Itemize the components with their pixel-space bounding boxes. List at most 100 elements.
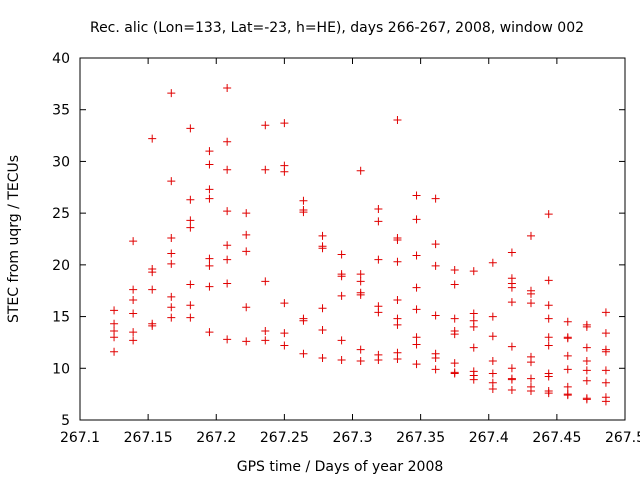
data-point bbox=[167, 292, 176, 301]
data-point bbox=[393, 116, 402, 125]
data-point bbox=[544, 372, 553, 381]
data-point bbox=[450, 280, 459, 289]
x-tick-label: 267.2 bbox=[196, 430, 236, 446]
data-point bbox=[167, 303, 176, 312]
data-points bbox=[110, 83, 610, 406]
data-point bbox=[186, 280, 195, 289]
data-point bbox=[563, 334, 572, 343]
data-point bbox=[205, 194, 214, 203]
data-point bbox=[544, 314, 553, 323]
data-point bbox=[337, 336, 346, 345]
data-point bbox=[129, 237, 138, 246]
data-point bbox=[450, 359, 459, 368]
data-point bbox=[167, 259, 176, 268]
y-tick-label: 5 bbox=[61, 413, 70, 429]
data-point bbox=[280, 329, 289, 338]
data-point bbox=[205, 282, 214, 291]
data-point bbox=[431, 311, 440, 320]
data-point bbox=[488, 369, 497, 378]
data-point bbox=[318, 304, 327, 313]
data-point bbox=[563, 391, 572, 400]
data-point bbox=[280, 119, 289, 128]
data-point bbox=[582, 357, 591, 366]
data-point bbox=[129, 296, 138, 305]
data-point bbox=[507, 386, 516, 395]
data-point bbox=[544, 333, 553, 342]
data-point bbox=[601, 397, 610, 406]
data-point bbox=[205, 261, 214, 270]
data-point bbox=[337, 272, 346, 281]
y-tick-label: 40 bbox=[52, 51, 70, 67]
data-point bbox=[374, 217, 383, 226]
data-point bbox=[374, 356, 383, 365]
data-point bbox=[186, 195, 195, 204]
data-point bbox=[129, 336, 138, 345]
data-point bbox=[148, 321, 157, 330]
data-point bbox=[450, 330, 459, 339]
data-point bbox=[167, 249, 176, 258]
data-point bbox=[374, 255, 383, 264]
data-point bbox=[223, 137, 232, 146]
data-point bbox=[242, 209, 251, 218]
data-point bbox=[318, 326, 327, 335]
data-point bbox=[223, 83, 232, 92]
data-point bbox=[526, 374, 535, 383]
data-point bbox=[186, 301, 195, 310]
data-point bbox=[242, 337, 251, 346]
data-point bbox=[526, 387, 535, 396]
data-point bbox=[488, 312, 497, 321]
data-point bbox=[582, 343, 591, 352]
data-point bbox=[582, 376, 591, 385]
data-point bbox=[563, 382, 572, 391]
data-point bbox=[186, 124, 195, 133]
data-point bbox=[544, 276, 553, 285]
data-point bbox=[601, 378, 610, 387]
data-point bbox=[318, 353, 327, 362]
data-point bbox=[450, 314, 459, 323]
data-point bbox=[601, 308, 610, 317]
data-point bbox=[242, 303, 251, 312]
data-point bbox=[205, 147, 214, 156]
data-point bbox=[129, 328, 138, 337]
data-point bbox=[526, 358, 535, 367]
data-point bbox=[393, 236, 402, 245]
data-point bbox=[469, 309, 478, 318]
data-point bbox=[582, 395, 591, 404]
data-point bbox=[337, 356, 346, 365]
data-point bbox=[186, 313, 195, 322]
data-point bbox=[337, 250, 346, 259]
data-point bbox=[148, 134, 157, 143]
data-point bbox=[205, 328, 214, 337]
data-point bbox=[393, 320, 402, 329]
data-point bbox=[167, 177, 176, 186]
data-point bbox=[374, 308, 383, 317]
data-point bbox=[148, 285, 157, 294]
y-tick-label: 10 bbox=[52, 361, 70, 377]
data-point bbox=[488, 384, 497, 393]
chart-title: Rec. alic (Lon=133, Lat=-23, h=HE), days… bbox=[90, 20, 584, 36]
data-point bbox=[261, 121, 270, 130]
data-point bbox=[393, 257, 402, 266]
y-tick-label: 25 bbox=[52, 206, 70, 222]
data-point bbox=[280, 167, 289, 176]
x-tick-label: 267.5 bbox=[605, 430, 640, 446]
data-point bbox=[393, 296, 402, 305]
data-point bbox=[110, 333, 119, 342]
data-point bbox=[544, 301, 553, 310]
data-point bbox=[563, 351, 572, 360]
data-point bbox=[507, 298, 516, 307]
y-tick-label: 35 bbox=[52, 103, 70, 119]
data-point bbox=[299, 208, 308, 217]
data-point bbox=[129, 285, 138, 294]
data-point bbox=[261, 165, 270, 174]
data-point bbox=[544, 389, 553, 398]
x-tick-label: 267.25 bbox=[260, 430, 309, 446]
data-point bbox=[205, 254, 214, 263]
data-point bbox=[261, 336, 270, 345]
data-point bbox=[526, 289, 535, 298]
data-point bbox=[356, 277, 365, 286]
data-point bbox=[242, 230, 251, 239]
data-point bbox=[412, 283, 421, 292]
data-point bbox=[356, 270, 365, 279]
